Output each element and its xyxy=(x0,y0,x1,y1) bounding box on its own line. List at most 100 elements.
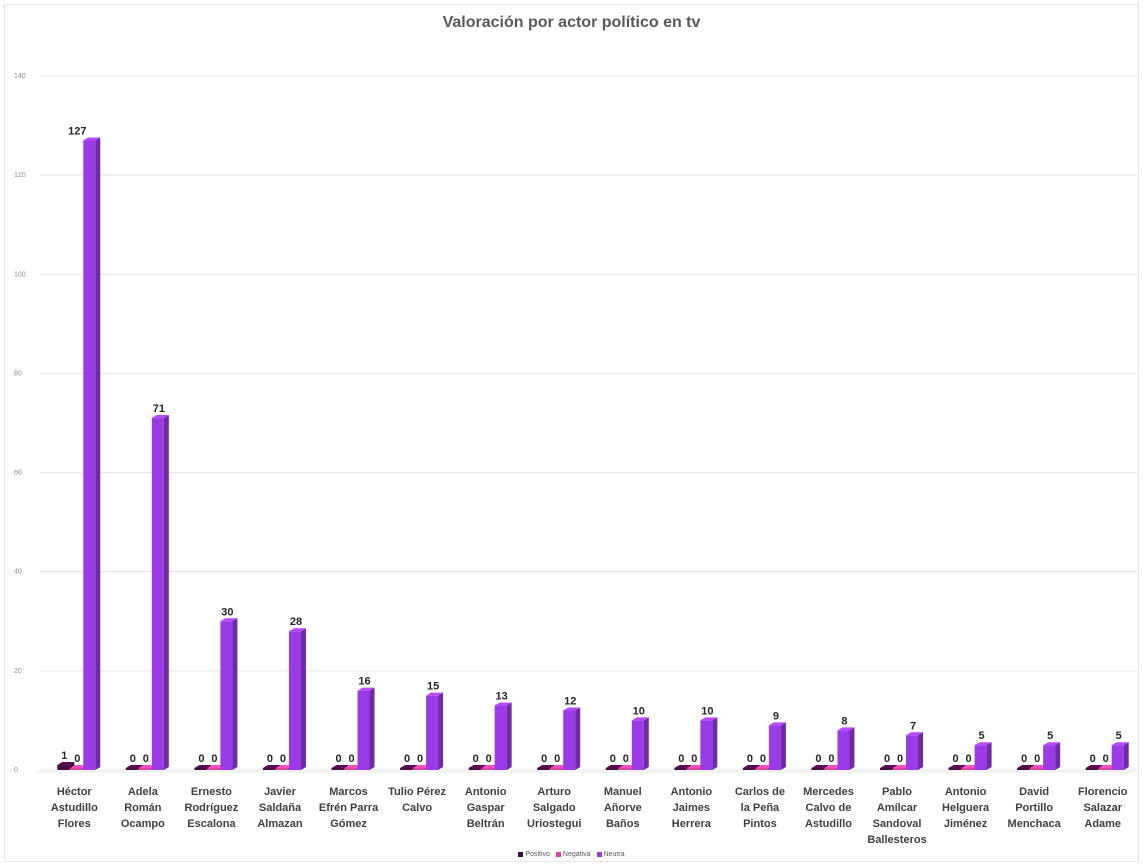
bar-positivo xyxy=(194,768,207,770)
bar-top-positivo xyxy=(125,765,143,768)
bar-neutra xyxy=(700,720,713,770)
bar-negativa xyxy=(70,768,83,770)
data-label: 0 xyxy=(211,753,217,765)
bar-top-negativa xyxy=(687,765,705,768)
data-label: 0 xyxy=(1021,753,1027,765)
bar-top-negativa xyxy=(275,765,293,768)
data-label: 0 xyxy=(747,753,753,765)
bar-neutra xyxy=(357,690,370,770)
category-label: Amílcar xyxy=(877,802,918,814)
data-label: 0 xyxy=(1103,753,1109,765)
bar-neutra xyxy=(288,631,301,770)
bar-neutra xyxy=(1111,745,1124,770)
data-label: 127 xyxy=(68,125,86,137)
bar-top-neutra xyxy=(700,717,718,721)
bar-top-neutra xyxy=(974,742,992,746)
bar-negativa xyxy=(413,768,426,770)
bar-top-positivo xyxy=(400,765,418,768)
data-label: 8 xyxy=(841,715,847,727)
bar-top-neutra xyxy=(768,722,786,726)
category-label: Flores xyxy=(58,818,91,830)
bar-top-positivo xyxy=(57,762,75,766)
data-label: 0 xyxy=(884,753,890,765)
category-label: la Peña xyxy=(741,802,780,814)
bar-positivo xyxy=(331,768,344,770)
bar-neutra xyxy=(631,720,644,770)
bar-positivo xyxy=(880,768,893,770)
data-label: 0 xyxy=(280,753,286,765)
bar-negativa xyxy=(550,768,563,770)
category-label: Héctor xyxy=(57,786,93,798)
data-label: 0 xyxy=(678,753,684,765)
bar-top-positivo xyxy=(880,765,898,768)
data-label: 15 xyxy=(427,681,439,693)
bar-negativa xyxy=(481,768,494,770)
bar-top-negativa xyxy=(755,765,773,768)
category-label: Jaimes xyxy=(673,802,710,814)
bar-top-neutra xyxy=(494,702,512,706)
bar-top-negativa xyxy=(824,765,842,768)
bar-negativa xyxy=(755,768,768,770)
category-label: Antonio xyxy=(465,786,507,798)
bar-positivo xyxy=(811,768,824,770)
bar-neutra xyxy=(220,621,233,770)
bar-negativa xyxy=(687,768,700,770)
data-label: 7 xyxy=(910,720,916,732)
category-label: David xyxy=(1019,786,1049,798)
data-label: 0 xyxy=(473,753,479,765)
bar-negativa xyxy=(207,768,220,770)
category-label: Javier xyxy=(264,786,297,798)
bar-positivo xyxy=(400,768,413,770)
category-label: Pablo xyxy=(882,786,912,798)
data-label: 28 xyxy=(290,616,302,628)
bar-positivo xyxy=(742,768,755,770)
legend-label: Negativa xyxy=(562,851,591,858)
data-label: 0 xyxy=(828,753,834,765)
bar-side-neutra xyxy=(643,717,649,770)
chart-title: Valoración por actor político en tv xyxy=(442,14,701,31)
bar-positivo xyxy=(468,768,481,770)
bar-neutra xyxy=(1043,745,1056,770)
bar-positivo xyxy=(537,768,550,770)
category-label: Portillo xyxy=(1015,802,1053,814)
bar-side-neutra xyxy=(1055,742,1061,770)
y-tick-label: 100 xyxy=(14,271,26,278)
bar-side-neutra xyxy=(918,732,924,770)
bar-neutra xyxy=(974,745,987,770)
data-label: 0 xyxy=(486,753,492,765)
data-label: 5 xyxy=(1047,730,1053,742)
legend-label: Neutra xyxy=(603,851,625,858)
bar-neutra xyxy=(494,705,507,770)
legend-swatch xyxy=(518,851,524,857)
category-label: Beltrán xyxy=(467,818,505,830)
data-label: 0 xyxy=(130,753,136,765)
bar-positivo xyxy=(125,768,138,770)
category-label: Menchaca xyxy=(1008,818,1062,830)
category-label: Almazan xyxy=(257,818,303,830)
bar-top-neutra xyxy=(83,137,101,141)
category-label: Antonio xyxy=(945,786,987,798)
category-label: Salazar xyxy=(1083,802,1122,814)
bar-side-neutra xyxy=(780,722,786,770)
bar-neutra xyxy=(563,710,576,770)
bar-top-positivo xyxy=(948,765,966,768)
bar-top-positivo xyxy=(1017,765,1035,768)
bar-positivo xyxy=(1017,768,1030,770)
category-label: Antonio xyxy=(671,786,713,798)
bar-side-neutra xyxy=(986,742,992,770)
y-tick-label: 20 xyxy=(14,668,22,675)
bar-side-neutra xyxy=(300,628,306,770)
bar-negativa xyxy=(1098,768,1111,770)
legend-item-neutra: Neutra xyxy=(596,851,625,858)
data-label: 0 xyxy=(541,753,547,765)
bar-top-neutra xyxy=(357,687,375,691)
data-label: 0 xyxy=(335,753,341,765)
chart-frame xyxy=(4,4,1139,862)
bar-top-positivo xyxy=(1085,765,1103,768)
category-label: Uriostegui xyxy=(527,818,581,830)
bar-negativa xyxy=(893,768,906,770)
bar-top-neutra xyxy=(1043,742,1061,746)
bar-positivo xyxy=(262,768,275,770)
bar-top-negativa xyxy=(893,765,911,768)
category-label: Añorve xyxy=(604,802,642,814)
